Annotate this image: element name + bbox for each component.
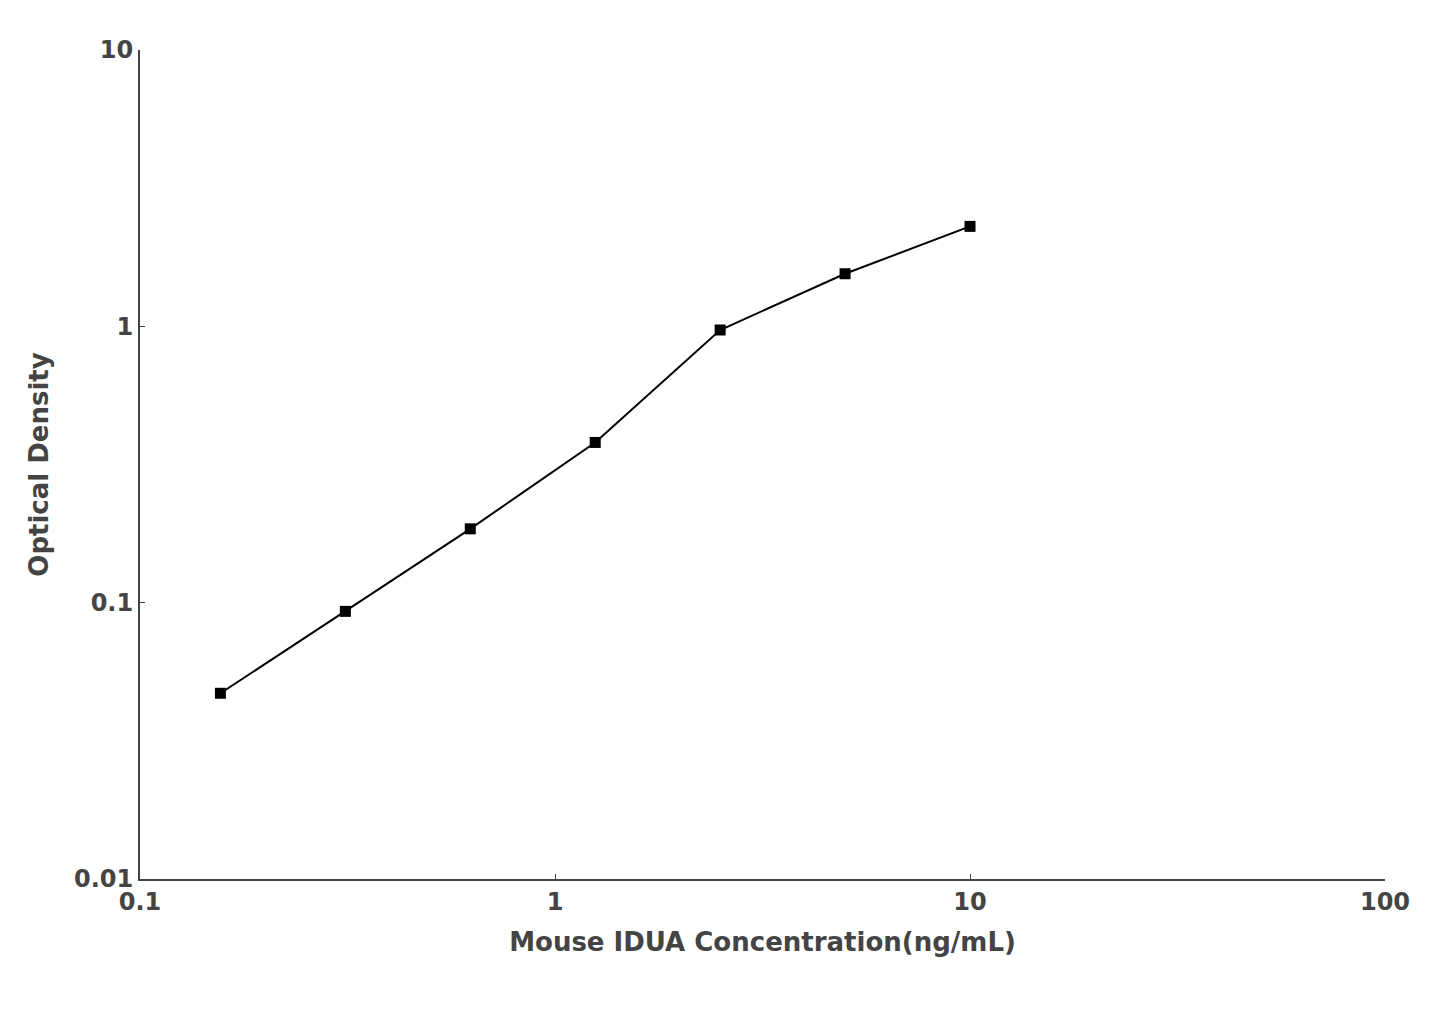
svg-text:0.1: 0.1 bbox=[119, 888, 162, 916]
svg-text:10: 10 bbox=[953, 888, 986, 916]
svg-text:1: 1 bbox=[547, 888, 564, 916]
svg-text:Mouse IDUA Concentration(ng/mL: Mouse IDUA Concentration(ng/mL) bbox=[509, 927, 1016, 957]
svg-text:100: 100 bbox=[1360, 888, 1410, 916]
svg-text:0.01: 0.01 bbox=[74, 865, 133, 893]
svg-text:Optical Density: Optical Density bbox=[24, 352, 54, 577]
svg-text:10: 10 bbox=[100, 36, 133, 64]
svg-text:1: 1 bbox=[116, 313, 133, 341]
svg-text:0.1: 0.1 bbox=[91, 589, 134, 617]
